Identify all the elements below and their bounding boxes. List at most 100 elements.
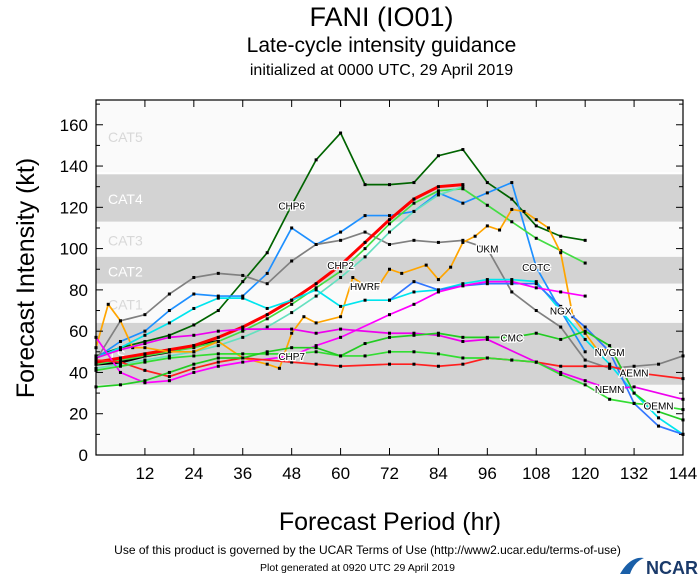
series-point: [290, 352, 294, 356]
series-point: [461, 284, 465, 288]
series-point: [583, 337, 587, 341]
x-tick-label: 132: [620, 464, 648, 483]
series-point: [118, 346, 122, 350]
series-point: [510, 207, 514, 211]
series-point: [143, 339, 147, 343]
series-point: [143, 354, 147, 358]
series-point: [265, 362, 269, 366]
series-point: [485, 203, 489, 207]
series-point: [351, 276, 355, 279]
terms-of-use: Use of this product is governed by the U…: [114, 543, 621, 557]
series-point: [143, 358, 147, 362]
series-point: [461, 238, 465, 242]
series-point: [192, 366, 196, 370]
category-label: CAT2: [108, 263, 143, 279]
series-point: [388, 183, 391, 187]
series-point: [363, 240, 367, 244]
series-point: [388, 267, 391, 271]
series-point: [241, 280, 245, 284]
category-label: CAT1: [108, 296, 143, 312]
series-point: [559, 373, 563, 377]
series-point: [363, 298, 367, 302]
series-point: [632, 370, 636, 374]
series-point: [424, 263, 428, 267]
series-point: [412, 333, 416, 337]
series-point: [485, 280, 489, 284]
series-point: [118, 383, 122, 387]
series-label: CMC: [500, 333, 523, 344]
series-point: [534, 265, 538, 269]
series-point: [265, 282, 269, 286]
series-point: [510, 197, 514, 201]
series-point: [241, 360, 245, 364]
series-point: [485, 181, 489, 185]
series-label: AEMN: [620, 368, 649, 379]
series-point: [436, 331, 440, 335]
series-point: [534, 218, 538, 222]
series-point: [388, 298, 391, 302]
series-point: [363, 354, 367, 358]
series-point: [436, 364, 440, 368]
series-point: [118, 358, 122, 362]
series-point: [363, 255, 367, 259]
logo-text: NCAR: [646, 558, 698, 577]
category-band: [96, 283, 683, 323]
series-point: [583, 294, 587, 298]
series-point: [290, 302, 294, 306]
series-point: [559, 290, 563, 294]
series-point: [265, 306, 269, 310]
series-point: [388, 230, 391, 234]
series-point: [436, 193, 440, 197]
x-tick-label: 96: [478, 464, 497, 483]
series-point: [265, 317, 269, 321]
series-point: [534, 286, 538, 290]
series-point: [595, 348, 599, 352]
series-point: [143, 313, 147, 317]
series-point: [436, 290, 440, 294]
series-point: [339, 315, 343, 319]
series-point: [192, 354, 196, 358]
series-point: [485, 337, 489, 341]
series-point: [314, 158, 318, 162]
series-point: [657, 424, 661, 428]
y-tick-label: 80: [69, 281, 88, 300]
series-point: [363, 183, 367, 187]
series-labels: CHP6 COTC UKM CHP2 HWRF NGX NVGM CHP7 NEMN AEMN OE…: [277, 200, 675, 414]
series-point: [290, 226, 294, 230]
y-tick-label: 40: [69, 363, 88, 382]
series-point: [265, 313, 269, 317]
series-point: [461, 335, 465, 339]
series-point: [167, 354, 171, 358]
series-point: [118, 339, 122, 343]
y-tick-label: 20: [69, 405, 88, 424]
series-point: [461, 201, 465, 205]
series-point: [363, 342, 367, 346]
series-point: [118, 370, 122, 374]
series-point: [339, 354, 343, 358]
x-axis-label: Forecast Period (hr): [279, 508, 501, 536]
series-point: [485, 191, 489, 195]
series-point: [559, 325, 563, 329]
series-point: [583, 358, 587, 362]
series-point: [534, 280, 538, 284]
category-band: [96, 100, 683, 173]
series-point: [534, 360, 538, 364]
series-point: [608, 387, 612, 391]
series-point: [388, 331, 391, 335]
series-point: [388, 214, 391, 218]
series-point: [216, 329, 220, 333]
series-point: [412, 197, 416, 201]
series-point: [241, 296, 245, 300]
series-point: [241, 335, 245, 339]
series-point: [485, 278, 489, 282]
series-point: [485, 282, 489, 286]
series-line: [95, 208, 610, 370]
series-point: [412, 181, 416, 185]
series-point: [216, 294, 220, 298]
series-point: [436, 189, 440, 193]
series-point: [241, 325, 245, 329]
series-point: [143, 333, 147, 337]
series-point: [436, 154, 440, 158]
series-point: [608, 364, 612, 368]
series-point: [510, 282, 514, 286]
